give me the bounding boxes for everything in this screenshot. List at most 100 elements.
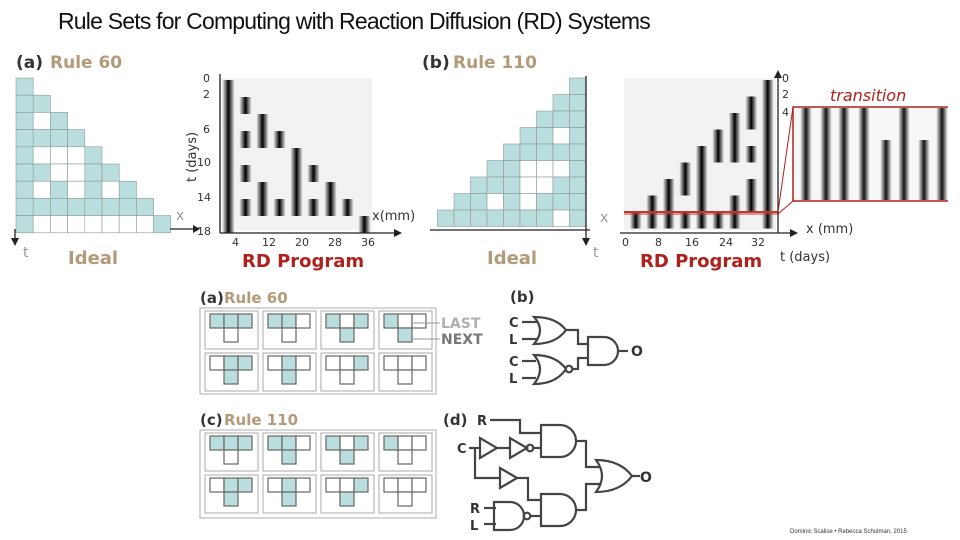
rd-stripe [662, 179, 675, 196]
rd-stripe [679, 162, 692, 179]
grid-cell [437, 209, 455, 227]
circuit-b-input-c1: C [509, 316, 519, 331]
wire [517, 476, 541, 502]
rule-cell-next [281, 449, 297, 465]
circuit-b-input-l2: L [509, 372, 517, 387]
grid-cell [470, 176, 488, 194]
t-tick-18: 18 [197, 225, 211, 238]
buffer-gate-mid [498, 466, 520, 490]
rule-cell-last [237, 435, 253, 451]
t-tick-2: 2 [203, 88, 210, 101]
rule-cell-last [325, 313, 341, 329]
grid-cell [84, 215, 103, 234]
grid-cell [503, 209, 521, 227]
rd-stripe [222, 216, 235, 233]
grid-cell [569, 160, 587, 178]
not-gate [508, 436, 530, 460]
grid-cell [32, 112, 51, 130]
grid-cell [32, 180, 51, 199]
b-ideal-label: Ideal [487, 248, 537, 269]
rule-box [378, 310, 433, 350]
grid-cell [32, 215, 51, 234]
rule-cell-next [223, 491, 239, 507]
t-arrow-head [11, 238, 19, 246]
x-tick-12: 12 [262, 236, 276, 249]
rule-cell-next [339, 449, 355, 465]
rule60-patterns [204, 310, 433, 392]
rule-cell-last [237, 477, 253, 493]
panel-a-rule60-top: (a) Rule 60 x t Ideal 0 2 6 10 14 18 t (… [11, 53, 415, 272]
grid-cell [67, 129, 86, 148]
circuit-d-input-r1: R [477, 414, 487, 429]
b-t-tick-4: 4 [782, 106, 789, 119]
grid-cell [536, 176, 554, 194]
rd-stripe [239, 97, 252, 114]
rule-cell-last [295, 355, 311, 371]
t-days-label: t (days) [185, 132, 200, 182]
rule60-title: Rule 60 [224, 289, 288, 307]
ideal-grid-rule60 [15, 77, 172, 234]
rule-box [262, 474, 317, 514]
or-gate [531, 315, 568, 346]
rule-cell-next [339, 369, 355, 385]
rd-stripe [222, 131, 235, 148]
zoom-stripe [936, 108, 948, 200]
zoom-stripe [858, 108, 870, 200]
rd-stripe [728, 129, 741, 146]
rd-stripe [222, 165, 235, 182]
next-label: NEXT [441, 332, 483, 348]
rd-stripe [761, 146, 774, 163]
rule-cell-last [267, 355, 283, 371]
nand-bubble [522, 511, 532, 521]
rule60-table: (a) Rule 60 LAST NEXT [199, 289, 483, 395]
grid-cell [552, 127, 570, 145]
rd-stripe [358, 216, 371, 233]
grid-cell [136, 215, 154, 234]
zoom-connector-top [777, 106, 794, 213]
zoom-connector-bottom [777, 200, 794, 215]
grid-cell [50, 163, 68, 182]
wire [490, 418, 541, 435]
grid-cell [15, 129, 34, 148]
grid-cell [503, 143, 521, 161]
rule-cell-last [353, 477, 369, 493]
x-tick-4: 4 [232, 236, 239, 249]
rule-cell-last [353, 435, 369, 451]
zoom-stripe [880, 140, 892, 200]
grid-cell [519, 176, 537, 194]
x-axis-label: x [176, 208, 184, 224]
rd-stripe [679, 212, 692, 229]
rd-a-x-arrow [394, 229, 402, 237]
t-tick-10: 10 [197, 156, 211, 169]
rule-cell-last [411, 477, 427, 493]
rd-stripe [695, 162, 708, 179]
grid-cell [503, 193, 521, 211]
panel-a-rule-label: Rule 60 [50, 53, 122, 73]
rd-stripe [662, 212, 675, 229]
grid-cell [118, 215, 137, 234]
rule-cell-next [397, 369, 413, 385]
grid-cell [486, 160, 504, 178]
rule-box [204, 432, 259, 472]
nand-gate [492, 500, 526, 532]
rule-cell-next [397, 491, 413, 507]
grid-cell [519, 127, 537, 145]
grid-cell [569, 209, 587, 227]
rule-cell-last [383, 477, 399, 493]
rule-cell-last [267, 477, 283, 493]
b-t-tick-0: 0 [782, 72, 789, 85]
grid-cell [153, 215, 172, 234]
grid-cell [118, 180, 137, 199]
grid-cell [486, 209, 504, 227]
and-gate [586, 335, 620, 367]
grid-cell [67, 180, 86, 199]
grid-cell [470, 209, 488, 227]
grid-cell [15, 112, 34, 130]
grid-cell [486, 176, 504, 194]
inverter-bubble [564, 364, 574, 374]
grid-cell [15, 163, 34, 182]
b-x-tick-8: 8 [655, 236, 662, 249]
grid-cell [67, 198, 86, 216]
grid-cell [32, 94, 51, 113]
circuit-d-input-l: L [470, 519, 478, 534]
